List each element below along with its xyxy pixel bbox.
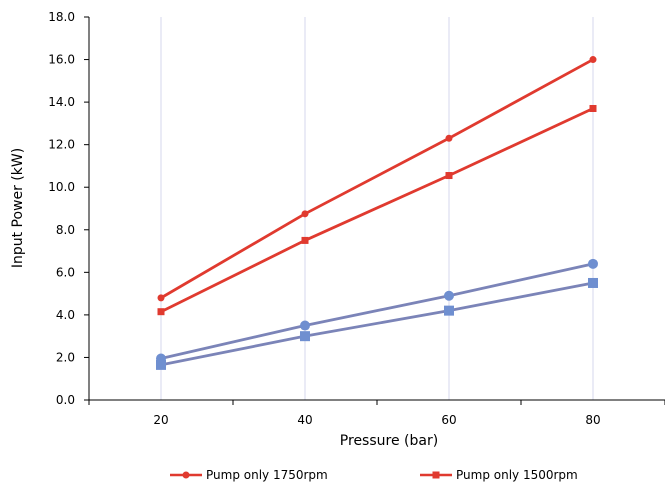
y-tick-label: 8.0 (56, 223, 75, 237)
data-point (588, 258, 598, 269)
data-point (445, 172, 453, 180)
legend-label: Pump only 1500rpm (456, 468, 578, 482)
x-axis-title: Pressure (bar) (340, 433, 438, 449)
y-tick-label: 10.0 (48, 180, 75, 194)
y-tick-label: 16.0 (48, 53, 75, 67)
data-point (301, 236, 309, 244)
data-point (445, 134, 453, 142)
y-axis-title: Input Power (kW) (10, 148, 26, 268)
y-tick-label: 4.0 (56, 308, 75, 322)
data-point (444, 290, 454, 301)
legend-marker (432, 471, 440, 479)
y-tick-label: 2.0 (56, 350, 75, 364)
y-tick-label: 12.0 (48, 138, 75, 152)
series-line (160, 262, 594, 360)
data-point (300, 320, 310, 331)
legend: Pump only 1750rpm Pump only 1500rpm (170, 468, 578, 482)
data-point (157, 294, 165, 302)
data-point (589, 56, 597, 64)
series-group (156, 56, 598, 370)
legend-item: Pump only 1750rpm (170, 468, 328, 482)
y-tick-labels: 0.0 2.0 4.0 6.0 8.0 10.0 12.0 14.0 16.0 18.0 (48, 10, 75, 407)
legend-label: Pump only 1750rpm (206, 468, 328, 482)
x-tick-label: 60 (441, 413, 456, 427)
y-tick-label: 0.0 (56, 393, 75, 407)
data-point (589, 104, 597, 112)
x-tick-label: 20 (153, 413, 168, 427)
series-4 (156, 277, 598, 370)
series-line (160, 281, 594, 367)
series-line (160, 107, 594, 313)
data-point (588, 277, 598, 288)
x-tick-label: 40 (297, 413, 312, 427)
data-point (444, 305, 454, 316)
series-3 (156, 258, 598, 364)
y-tick-label: 18.0 (48, 10, 75, 24)
axes (84, 16, 665, 405)
legend-marker (182, 471, 190, 479)
y-tick-label: 6.0 (56, 265, 75, 279)
y-tick-label: 14.0 (48, 95, 75, 109)
data-point (156, 359, 166, 370)
series-line (160, 58, 594, 300)
data-point (300, 331, 310, 342)
x-tick-label: 80 (585, 413, 600, 427)
series-2 (157, 104, 597, 316)
x-tick-labels: 20 40 60 80 (153, 413, 600, 427)
data-point (301, 210, 309, 218)
series-1 (157, 56, 597, 302)
legend-item: Pump only 1500rpm (420, 468, 578, 482)
data-point (157, 308, 165, 316)
